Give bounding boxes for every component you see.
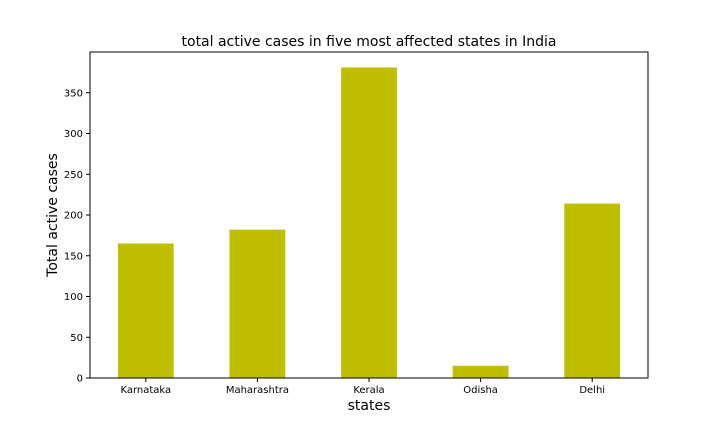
y-axis-label: Total active cases (45, 153, 61, 278)
bar-karnataka (117, 243, 174, 378)
y-tick-label: 150 (64, 251, 83, 262)
y-tick-label: 300 (64, 129, 83, 140)
x-axis: Karnataka Maharashtra Kerala Odisha Delhi (120, 378, 605, 396)
y-tick-label: 350 (64, 88, 83, 99)
y-tick-label: 0 (77, 374, 83, 385)
bar-delhi (564, 203, 621, 378)
x-tick-label: Delhi (579, 385, 605, 396)
x-tick-label: Odisha (463, 385, 498, 396)
y-tick-label: 50 (70, 333, 83, 344)
bar-kerala (341, 67, 397, 379)
bar-maharashtra (229, 229, 286, 378)
y-axis: 0 50 100 150 200 250 300 350 (64, 88, 90, 385)
y-tick-label: 100 (64, 292, 83, 303)
plot-area (89, 51, 649, 379)
x-tick-label: Karnataka (120, 385, 171, 396)
y-tick-label: 200 (64, 211, 83, 222)
chart-title: total active cases in five most affected… (182, 34, 557, 50)
bar-odisha (452, 365, 509, 378)
x-tick-label: Kerala (353, 385, 384, 396)
x-tick-label: Maharashtra (226, 385, 289, 396)
x-axis-label: states (348, 398, 391, 414)
y-tick-label: 250 (64, 170, 83, 181)
